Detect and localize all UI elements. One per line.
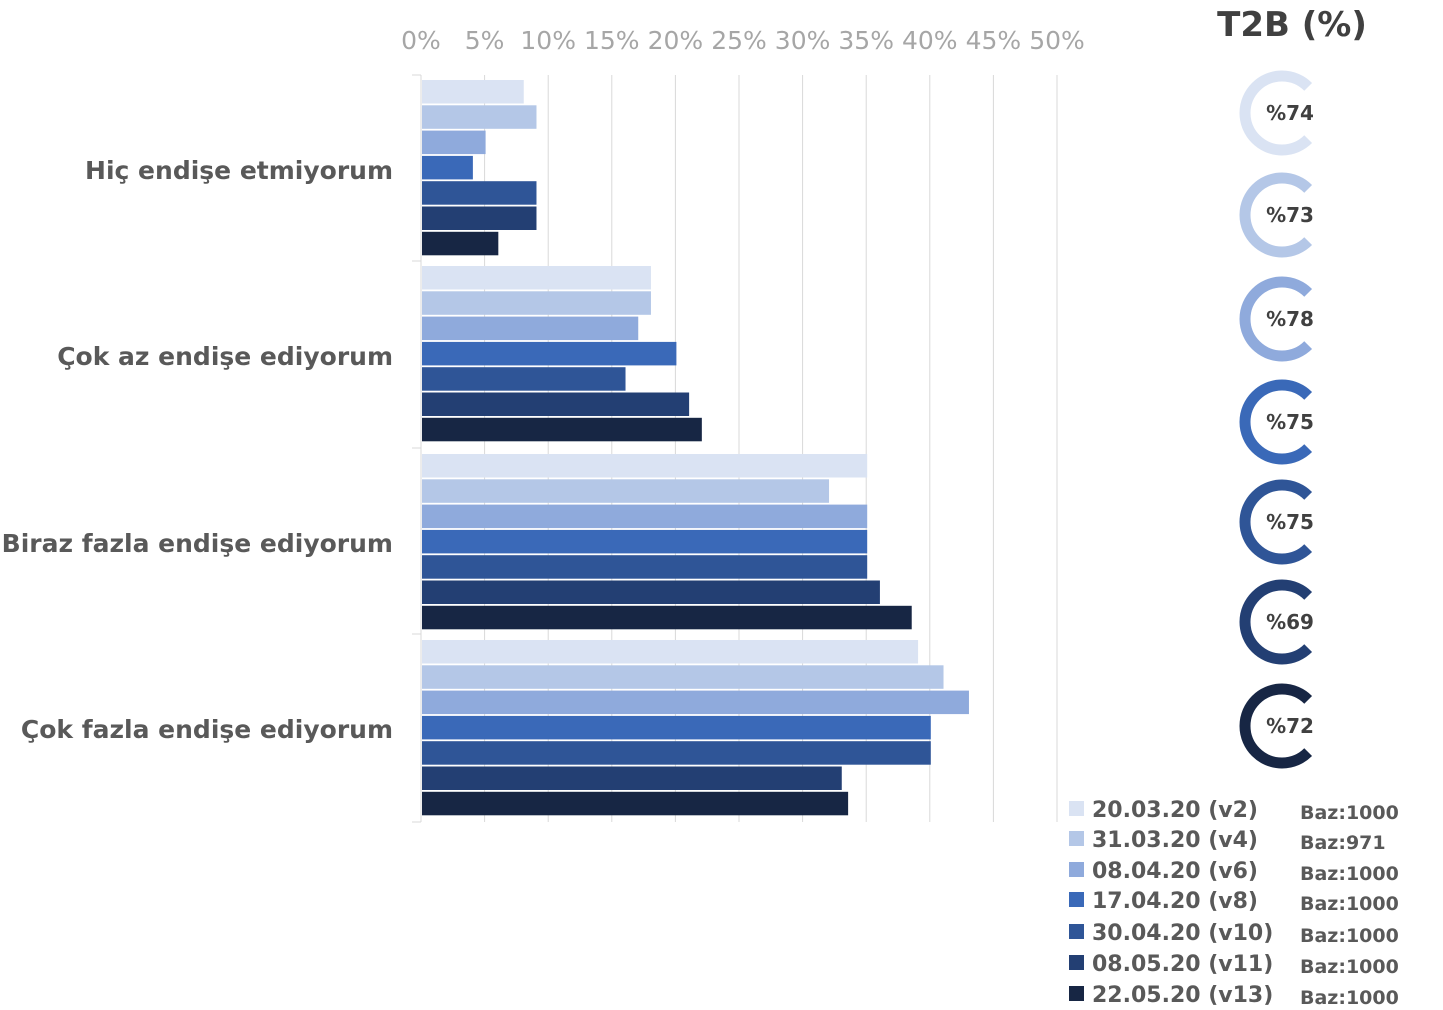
category-label: Çok fazla endişe ediyorum — [21, 715, 393, 744]
t2b-donut-ring — [1239, 172, 1313, 258]
t2b-donut-ring — [1239, 683, 1313, 769]
category-label: Biraz fazla endişe ediyorum — [2, 529, 393, 558]
bar — [422, 741, 931, 765]
t2b-donut-ring — [1239, 276, 1313, 362]
legend[interactable]: 20.03.20 (v2) Baz:1000 31.03.20 (v4) Baz:97… — [1069, 798, 1399, 1009]
x-tick-label: 10% — [520, 26, 576, 55]
bar — [422, 417, 702, 442]
legend-base-count: Baz:1000 — [1300, 802, 1399, 824]
t2b-value: %78 — [1266, 307, 1314, 331]
bar — [422, 766, 842, 790]
t2b-donuts: %74 %73 %78 %75 %75 %69 %72 — [1239, 70, 1314, 769]
legend-base-count: Baz:971 — [1300, 832, 1386, 854]
x-tick-label: 40% — [902, 26, 958, 55]
x-tick-label: 45% — [966, 26, 1022, 55]
x-tick-label: 25% — [711, 26, 767, 55]
bars — [422, 80, 969, 816]
legend-swatch — [1069, 924, 1084, 939]
legend-base-count: Baz:1000 — [1300, 956, 1399, 978]
t2b-value: %75 — [1266, 410, 1314, 434]
t2b-donut-ring — [1239, 479, 1313, 565]
t2b-donut-ring — [1239, 379, 1313, 465]
bar — [422, 367, 626, 391]
legend-swatch — [1069, 862, 1084, 877]
t2b-value: %75 — [1266, 510, 1314, 534]
x-tick-label: 15% — [584, 26, 640, 55]
category-labels: Hiç endişe etmiyorum Çok az endişe ediyor… — [2, 156, 393, 744]
bar — [422, 80, 524, 104]
legend-series-name[interactable]: 30.04.20 (v10) — [1092, 921, 1273, 946]
legend-series-name[interactable]: 22.05.20 (v13) — [1092, 983, 1273, 1008]
x-tick-label: 50% — [1029, 26, 1085, 55]
t2b-title: T2B (%) — [1217, 5, 1367, 45]
legend-swatch — [1069, 831, 1084, 846]
t2b-value: %73 — [1266, 203, 1314, 227]
bar — [422, 605, 912, 630]
bar — [422, 665, 944, 689]
bar — [422, 555, 868, 579]
legend-swatch — [1069, 986, 1084, 1001]
bar — [422, 155, 473, 180]
t2b-donut-ring — [1239, 579, 1313, 665]
bar — [422, 341, 677, 366]
bar — [422, 504, 868, 529]
bar — [422, 316, 639, 341]
legend-series-name[interactable]: 08.04.20 (v6) — [1092, 859, 1258, 884]
legend-base-count: Baz:1000 — [1300, 863, 1399, 885]
legend-series-name[interactable]: 17.04.20 (v8) — [1092, 889, 1258, 914]
bar — [422, 580, 880, 604]
bar — [422, 181, 537, 205]
bar — [422, 291, 651, 315]
bar — [422, 640, 919, 664]
t2b-donut-ring — [1239, 70, 1313, 156]
bar — [422, 231, 499, 256]
bar — [422, 715, 931, 740]
x-tick-label: 20% — [648, 26, 704, 55]
bar — [422, 206, 537, 230]
x-tick-label: 0% — [401, 26, 441, 55]
bar — [422, 529, 868, 554]
bar — [422, 690, 969, 715]
legend-base-count: Baz:1000 — [1300, 925, 1399, 947]
bar — [422, 266, 651, 290]
t2b-value: %69 — [1266, 610, 1314, 634]
legend-swatch — [1069, 955, 1084, 970]
legend-swatch — [1069, 892, 1084, 907]
bar — [422, 392, 690, 416]
legend-series-name[interactable]: 08.05.20 (v11) — [1092, 952, 1273, 977]
category-label: Hiç endişe etmiyorum — [85, 156, 393, 185]
legend-swatch — [1069, 801, 1084, 816]
category-label: Çok az endişe ediyorum — [57, 342, 393, 371]
legend-series-name[interactable]: 20.03.20 (v2) — [1092, 798, 1258, 823]
legend-base-count: Baz:1000 — [1300, 893, 1399, 915]
bar — [422, 791, 849, 816]
x-axis-tick-labels: 0% 5% 10% 15% 20% 25% 30% 35% 40% 45% 50% — [401, 26, 1085, 55]
x-tick-label: 30% — [775, 26, 831, 55]
legend-base-count: Baz:1000 — [1300, 987, 1399, 1009]
bar — [422, 479, 830, 503]
x-tick-label: 35% — [838, 26, 894, 55]
bar — [422, 454, 868, 478]
t2b-value: %72 — [1266, 714, 1314, 738]
x-tick-label: 5% — [465, 26, 505, 55]
legend-series-name[interactable]: 31.03.20 (v4) — [1092, 828, 1258, 853]
t2b-value: %74 — [1266, 101, 1314, 125]
bar — [422, 130, 486, 155]
bar — [422, 105, 537, 129]
